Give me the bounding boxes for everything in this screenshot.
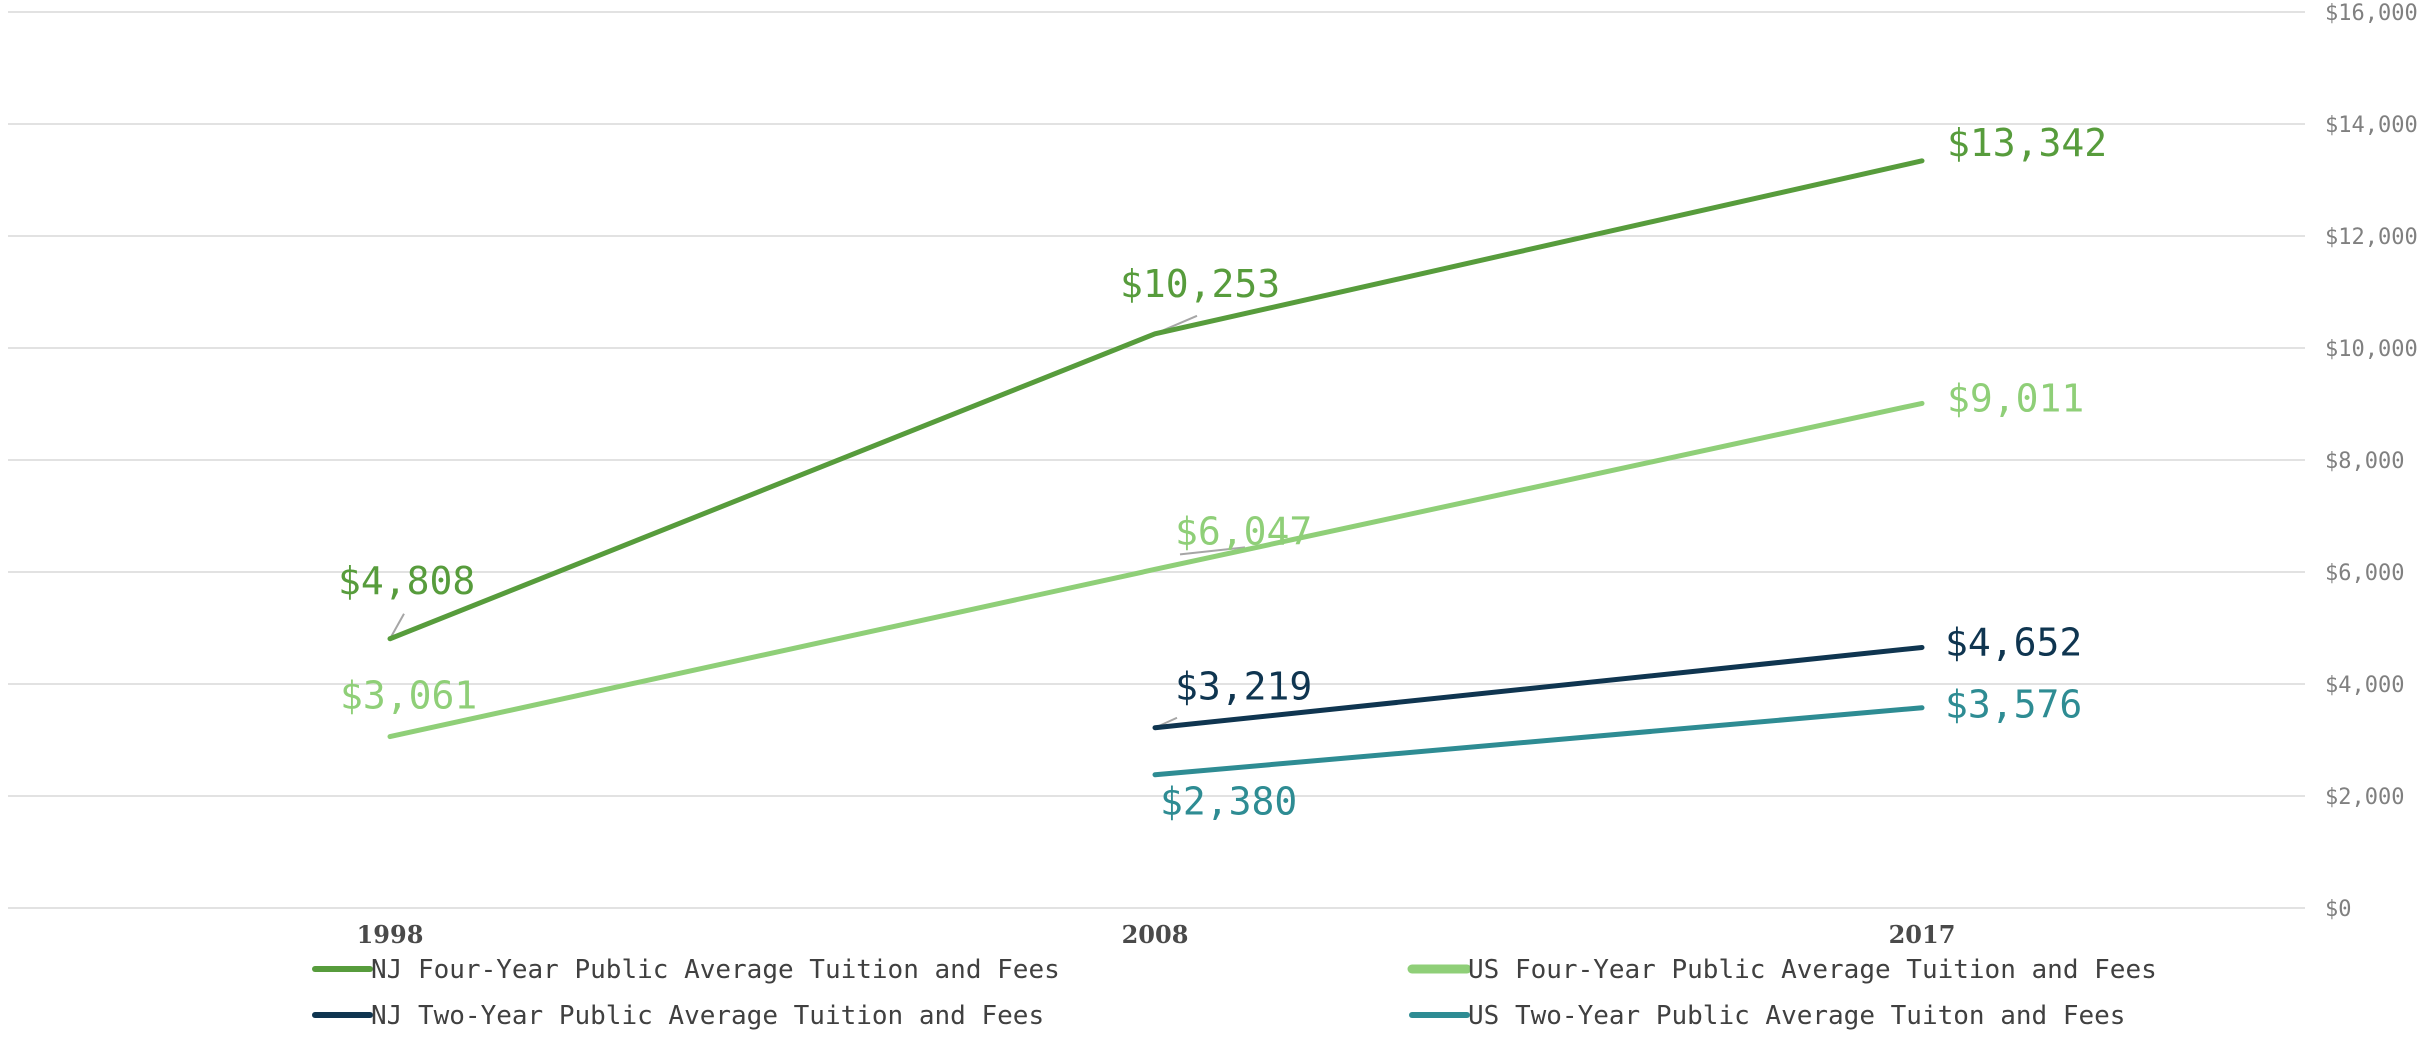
gridlines [8,11,2305,909]
data-label: $4,808 [338,559,475,603]
x-tick-label: 1998 [357,920,424,949]
series-line [387,400,1925,740]
label-leader-line [389,613,405,640]
series-lines [387,158,1925,778]
legend-item: US Two-Year Public Average Tuiton and Fe… [1409,1001,2125,1031]
y-tick-label: $10,000 [2325,337,2418,362]
y-tick-label: $8,000 [2325,449,2404,474]
data-label: $6,047 [1175,509,1312,553]
data-label: $9,011 [1947,376,2084,420]
legend-label: NJ Two-Year Public Average Tuition and F… [371,1001,1044,1031]
x-tick-label: 2017 [1889,920,1956,949]
legend-item: NJ Four-Year Public Average Tuition and … [312,955,1060,985]
x-axis: 1998 2008 2017 [357,920,1956,949]
series-line [387,158,1925,642]
y-tick-label: $2,000 [2325,785,2404,810]
data-label: $13,342 [1947,121,2107,165]
y-tick-label: $6,000 [2325,561,2404,586]
y-tick-label: $12,000 [2325,225,2418,250]
legend-label: US Four-Year Public Average Tuition and … [1468,955,2157,985]
series-line [1152,644,1925,731]
data-label: $3,576 [1945,683,2082,727]
label-leader-lines [389,314,1246,729]
legend-item: NJ Two-Year Public Average Tuition and F… [312,1001,1044,1031]
y-tick-label: $0 [2325,897,2352,922]
legend-label: NJ Four-Year Public Average Tuition and … [371,955,1060,985]
legend: NJ Four-Year Public Average Tuition and … [312,955,2157,1031]
y-tick-label: $16,000 [2325,1,2418,26]
legend-label: US Two-Year Public Average Tuiton and Fe… [1468,1001,2125,1031]
data-labels: $4,808 $10,253 $13,342 $3,061 $6,047 $9,011 $3… [338,121,2107,824]
label-leader-line [1179,546,1246,556]
data-label: $4,652 [1945,620,2082,664]
y-axis: $0 $2,000 $4,000 $6,000 $8,000 $10,000 $12,000… [2325,1,2418,922]
series-line [1152,705,1925,778]
y-tick-label: $14,000 [2325,113,2418,138]
y-tick-label: $4,000 [2325,673,2404,698]
data-label: $3,219 [1175,665,1312,709]
x-tick-label: 2008 [1122,920,1189,949]
legend-item: US Four-Year Public Average Tuition and … [1407,955,2157,985]
data-label: $2,380 [1160,780,1297,824]
data-label: $3,061 [340,674,477,718]
data-label: $10,253 [1120,262,1280,306]
